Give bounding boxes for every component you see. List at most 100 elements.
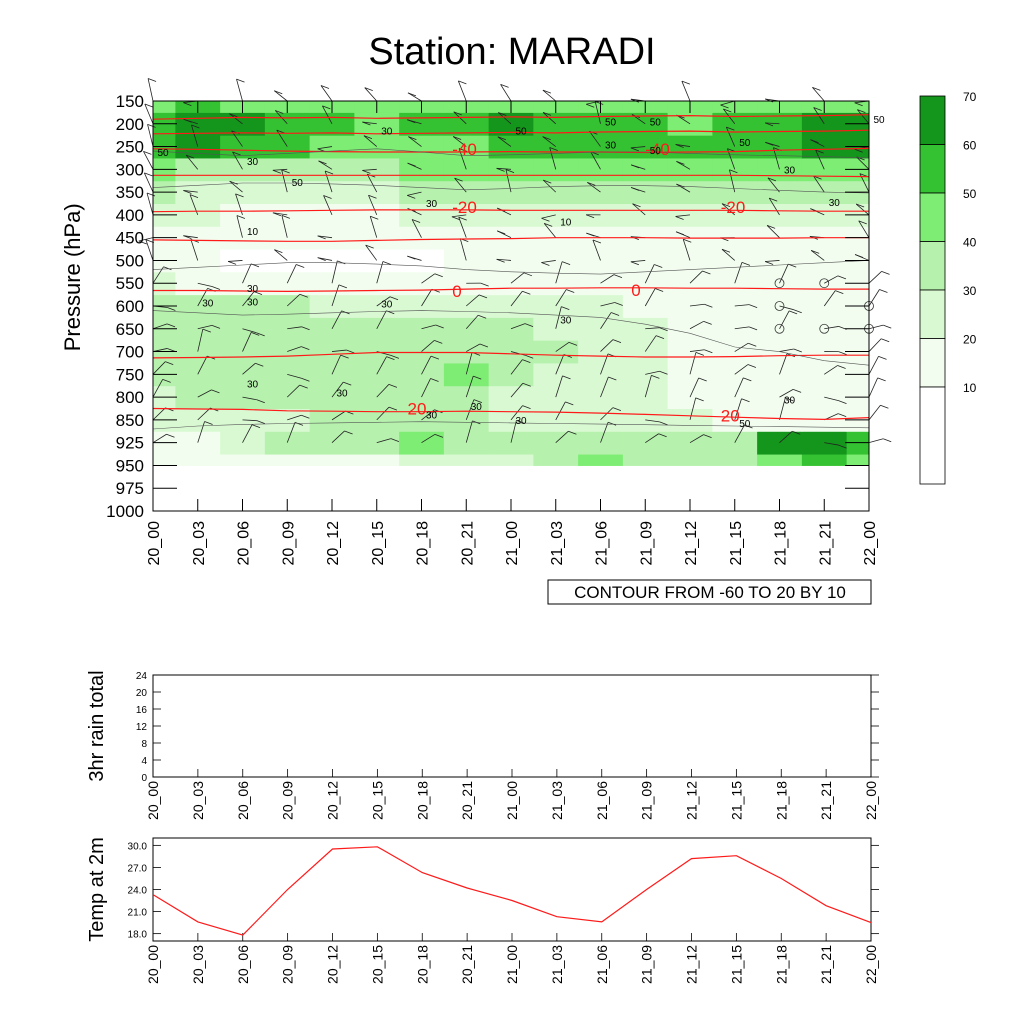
- wind-barb: [600, 422, 609, 443]
- wind-barb-flag: [880, 404, 889, 409]
- wind-barb: [555, 341, 570, 352]
- wind-barb: [510, 383, 524, 398]
- wind-speed-contour-label: 30: [829, 198, 841, 209]
- wind-barb: [542, 89, 557, 102]
- wind-barb-flag: [272, 169, 282, 174]
- wind-barb-flag: [183, 102, 192, 106]
- wind-barb: [510, 359, 523, 375]
- shade-cell: [578, 135, 624, 159]
- wind-barb-flag: [586, 232, 595, 237]
- temperature-contour: [152, 114, 870, 120]
- x-tick-label: 21_09: [639, 781, 655, 820]
- wind-barb-flag: [748, 304, 758, 309]
- wind-barb: [689, 377, 700, 398]
- x-tick-label: 21_18: [773, 781, 789, 820]
- wind-barb: [369, 216, 378, 238]
- y-tick-label: 20: [136, 688, 148, 699]
- y-tick-label: 850: [116, 411, 144, 430]
- shade-cell: [712, 157, 758, 182]
- wind-barb-flag: [676, 160, 685, 165]
- wind-barb-flag: [251, 424, 261, 429]
- shade-cell: [801, 112, 848, 136]
- wind-barb: [555, 430, 569, 443]
- shade-cell: [801, 203, 848, 227]
- shade-cell: [578, 112, 624, 136]
- shade-cell: [801, 249, 848, 273]
- wind-barb-flag: [792, 389, 802, 393]
- wind-barb: [152, 361, 166, 375]
- y-tick-label: 24.0: [128, 886, 148, 897]
- wind-barb-flag: [386, 356, 395, 361]
- x-tick-label: 20_21: [459, 945, 475, 984]
- wind-barb: [555, 401, 566, 421]
- wind-barb: [272, 212, 288, 216]
- wind-barb: [510, 272, 525, 284]
- wind-barb-flag: [630, 261, 640, 266]
- colorbar-label: 20: [963, 333, 977, 347]
- wind-barb: [720, 100, 735, 106]
- y-tick-label: 200: [116, 115, 144, 134]
- shade-cell: [354, 454, 400, 466]
- wind-barb-flag: [562, 375, 571, 380]
- x-tick-label: 21_06: [594, 521, 611, 566]
- y-axis-title: 3hr rain total: [86, 670, 108, 781]
- shade-cell: [309, 203, 355, 227]
- wind-speed-contour: [152, 182, 870, 194]
- wind-barb-flag: [561, 261, 571, 266]
- wind-barb-flag: [585, 214, 595, 219]
- wind-barb: [286, 422, 296, 443]
- temperature-contour: [152, 147, 870, 154]
- wind-barb: [365, 244, 378, 261]
- shade-cell: [220, 157, 266, 182]
- shade-cell: [443, 180, 490, 204]
- wind-barb: [676, 161, 691, 170]
- wind-barb: [368, 195, 378, 216]
- wind-barb: [498, 112, 512, 125]
- colorbar-label: 50: [963, 187, 977, 201]
- wind-barb-flag: [813, 107, 822, 111]
- wind-speed-contour-label: 50: [650, 146, 662, 157]
- shade-cell: [175, 203, 221, 227]
- wind-barb-flag: [695, 352, 705, 356]
- x-tick-label: 21_00: [504, 781, 520, 820]
- wind-barb-flag: [430, 355, 440, 360]
- wind-barb-flag: [479, 343, 489, 348]
- wind-barb: [376, 406, 390, 421]
- shade-cell: [622, 294, 669, 318]
- wind-barb: [452, 136, 467, 147]
- wind-speed-contour: [152, 260, 870, 275]
- shade-cell: [801, 135, 848, 159]
- wind-barb: [555, 289, 567, 307]
- wind-barb: [331, 430, 345, 443]
- wind-barb-flag: [586, 103, 595, 108]
- x-tick-label: 20_00: [145, 781, 161, 820]
- wind-barb: [630, 260, 646, 263]
- shade-cell: [578, 249, 624, 273]
- shade-cell: [622, 157, 669, 182]
- wind-barb: [152, 433, 167, 444]
- shade-cell: [309, 294, 355, 318]
- shade-cell: [354, 362, 400, 387]
- wind-speed-contour-label: 30: [426, 410, 438, 421]
- wind-barb-flag: [301, 346, 310, 351]
- wind-barb: [242, 363, 256, 375]
- shade-cell: [264, 157, 311, 182]
- x-tick-label: 22_00: [863, 945, 879, 984]
- wind-barb: [555, 375, 563, 398]
- wind-barb-flag: [407, 162, 416, 167]
- shade-cell: [667, 157, 713, 182]
- wind-barb: [824, 326, 839, 330]
- wind-barb: [144, 103, 154, 124]
- y-tick-label: 30.0: [128, 841, 148, 852]
- wind-barb-flag: [565, 401, 574, 406]
- wind-barb-flag: [793, 348, 802, 353]
- wind-barb: [229, 113, 243, 125]
- wind-barb: [287, 346, 302, 352]
- wind-barb: [779, 353, 788, 375]
- contour-info-box: [547, 579, 872, 605]
- temperature-contour: [153, 174, 870, 178]
- wind-barb: [858, 220, 870, 238]
- wind-barb: [317, 146, 333, 150]
- wind-barb: [407, 92, 422, 102]
- y-tick-label: 1000: [106, 502, 144, 521]
